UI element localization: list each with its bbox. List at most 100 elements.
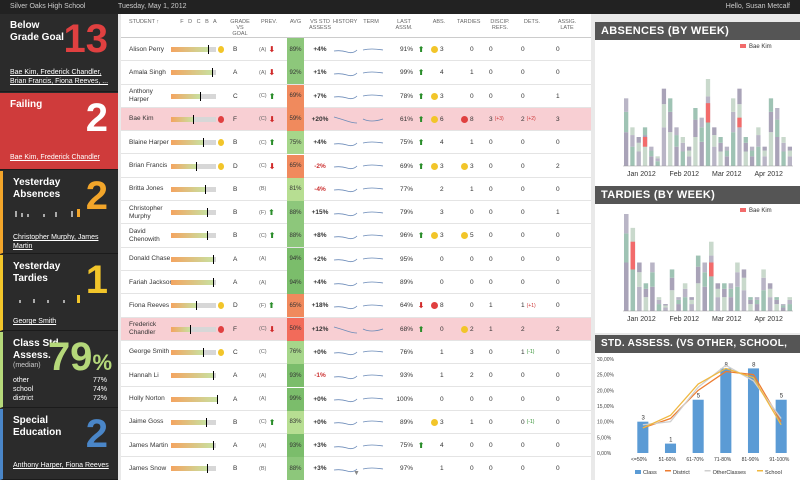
col-discip[interactable]: DISCIP. REFS. xyxy=(490,19,510,31)
week-bar-segment xyxy=(754,297,760,300)
prev-grade: (C) xyxy=(259,116,267,123)
week-bar-segment xyxy=(702,272,707,287)
week-bar-segment xyxy=(749,150,755,157)
table-row[interactable]: Hannah Li A (A) 93% -1% 93% 1 2 0 0 0 xyxy=(121,364,591,388)
scroll-down-icon[interactable]: ▼ xyxy=(353,470,360,477)
tile-special-education[interactable]: Special Education 2 Anthony Harper, Fion… xyxy=(0,409,118,480)
student-name[interactable]: Alison Perry xyxy=(129,45,165,53)
week-bar-segment xyxy=(756,127,761,136)
table-row[interactable]: Christopher Murphy B (F) ⬆ 88% +15% 79% 3… xyxy=(121,201,591,225)
tile-class-std-assess[interactable]: Class Std. Assess. (median) 79% other 77%… xyxy=(0,332,118,408)
student-name[interactable]: Hannah Li xyxy=(129,371,159,379)
table-row[interactable]: Holly Norton A (A) 99% +0% 100% 0 0 0 0 … xyxy=(121,387,591,411)
tardies-count: 1 xyxy=(470,418,474,426)
prev-up-arrow-icon: ⬆ xyxy=(268,208,275,218)
prev-grade: (F) xyxy=(259,302,267,309)
avg-cell: 69% xyxy=(287,84,304,108)
table-row[interactable]: David Chenowith B (C) ⬆ 88% +8% 96% ⬆ 3 5… xyxy=(121,224,591,248)
col-term[interactable]: TERM xyxy=(363,19,379,25)
grade-mood-indicator-icon xyxy=(217,348,224,356)
student-name[interactable]: Christopher Murphy xyxy=(129,204,163,220)
table-row[interactable]: Frederick Chandler F (C) ⬇ 50% +12% 68% ⬆… xyxy=(121,317,591,341)
prev-up-arrow-icon: ⬆ xyxy=(268,231,276,241)
current-grade: B xyxy=(233,418,238,426)
week-bar-segment xyxy=(781,142,786,152)
student-name[interactable]: David Chenowith xyxy=(129,227,160,243)
tile-below-grade-goal[interactable]: Below Grade Goal 13 Bae Kim, Frederick C… xyxy=(0,14,118,92)
student-name[interactable]: Jaime Goss xyxy=(129,418,164,426)
student-name[interactable]: James Snow xyxy=(129,464,167,472)
abs-count: 3 xyxy=(440,92,444,100)
late-count: 0 xyxy=(556,395,560,403)
table-row[interactable]: Amala Singh A (A) ⬇ 92% +1% 99% ⬆ 4 1 0 0… xyxy=(121,61,591,85)
student-name[interactable]: Blaine Harper xyxy=(129,138,169,146)
table-row[interactable]: Alison Perry B (A) ⬇ 89% +4% 91% ⬆ 3 0 0 … xyxy=(121,38,591,62)
col-last-assm[interactable]: LAST ASSM. xyxy=(395,19,413,31)
table-row[interactable]: Donald Chase A (A) 94% +2% 95% 0 0 0 0 0 xyxy=(121,247,591,271)
student-name[interactable]: Fariah Jackson xyxy=(129,278,174,286)
user-greeting[interactable]: Hello, Susan Metcalf xyxy=(725,3,790,10)
dets-count: 2 xyxy=(521,325,525,333)
student-name[interactable]: Holly Norton xyxy=(129,395,165,402)
table-row[interactable]: Bae Kim F (C) ⬇ 59% +20% 61% ⬆ 6 8 3 (+3) … xyxy=(121,107,591,132)
table-row[interactable]: Fariah Jackson A (A) 94% +4% 89% 0 0 0 0… xyxy=(121,271,591,295)
table-row[interactable]: Blaine Harper B (C) ⬆ 75% +4% 75% ⬆ 4 1 0… xyxy=(121,131,591,155)
y-tick-label: 0,00% xyxy=(597,451,612,457)
tile-count: 2 xyxy=(85,412,108,456)
col-tardies[interactable]: TARDIES xyxy=(457,19,481,25)
student-name[interactable]: Brian Francis xyxy=(129,162,168,169)
week-bar-segment xyxy=(731,98,736,112)
table-row[interactable]: Fiona Reeves D (F) ⬆ 65% +18% 64% ⬇ 8 0 1… xyxy=(121,294,591,318)
week-bar-segment xyxy=(655,156,660,159)
student-name[interactable]: Donald Chase xyxy=(129,255,171,263)
tile-failing[interactable]: Failing 2 Bae Kim, Frederick Chandler xyxy=(0,93,118,170)
tile-yesterday-tardies[interactable]: Yesterday Tardies 1 George Smith xyxy=(0,255,118,331)
student-name[interactable]: George Smith xyxy=(129,348,170,356)
tardies-sparkbars xyxy=(19,295,80,303)
col-assm-late[interactable]: ASSIG. LATE xyxy=(557,19,577,31)
tile-names[interactable]: George Smith xyxy=(13,318,57,325)
student-name[interactable]: James Martin xyxy=(129,441,169,449)
avg-cell: 50% xyxy=(287,317,304,341)
tardies-indicator-icon xyxy=(461,162,468,170)
table-row[interactable]: Brian Francis D (C) ⬇ 65% -2% 69% ⬆ 3 3 0… xyxy=(121,154,591,178)
tile-names[interactable]: Christopher Murphy, James Martin xyxy=(13,234,99,250)
student-name[interactable]: Britta Jones xyxy=(129,185,164,193)
tile-names[interactable]: Bae Kim, Frederick Chandler, Brian Franc… xyxy=(10,69,109,85)
table-row[interactable]: Anthony Harper C (C) ⬆ 69% +7% 78% ⬆ 3 0 … xyxy=(121,84,591,108)
week-bar-segment xyxy=(781,137,786,143)
col-student[interactable]: STUDENT ↑ xyxy=(129,19,160,25)
table-row[interactable]: Jaime Goss B (C) ⬆ 83% +0% 89% 3 1 0 0 (-1… xyxy=(121,410,591,435)
col-abs[interactable]: ABS. xyxy=(432,19,446,25)
col-avg[interactable]: AVG xyxy=(289,19,302,25)
table-row[interactable]: Britta Jones B (B) 81% -4% 77% 2 1 0 0 0 xyxy=(121,177,591,202)
tile-names[interactable]: Bae Kim, Frederick Chandler xyxy=(10,154,100,161)
col-vs-std[interactable]: VS STD ASSESS xyxy=(309,19,332,31)
student-name[interactable]: Amala Singh xyxy=(129,68,166,76)
student-name[interactable]: Bae Kim xyxy=(129,115,154,123)
col-grades[interactable]: F D C B A xyxy=(180,19,217,25)
tile-title: Failing xyxy=(10,99,43,110)
student-name[interactable]: Anthony Harper xyxy=(129,88,153,104)
col-prev[interactable]: PREV. xyxy=(260,19,277,25)
table-row[interactable]: James Martin A (A) 93% +3% 75% ⬆ 4 0 0 0… xyxy=(121,434,591,458)
student-name[interactable]: Frederick Chandler xyxy=(129,321,157,337)
week-bar-segment xyxy=(722,283,727,289)
current-grade: F xyxy=(233,325,237,333)
tile-yesterday-absences[interactable]: Yesterday Absences 2 Christopher Murphy,… xyxy=(0,171,118,254)
x-tick-label: Feb 2012 xyxy=(670,316,700,323)
table-row[interactable]: George Smith C (C) 76% +0% 76% 1 3 0 1 (-… xyxy=(121,340,591,365)
week-bar-segment xyxy=(649,150,654,157)
week-bar-segment xyxy=(768,98,774,112)
table-row[interactable]: James Snow B (B) 88% +3% 97% 1 0 0 0 0 xyxy=(121,457,591,480)
week-bar-segment xyxy=(761,290,766,311)
col-history[interactable]: HISTORY xyxy=(333,19,358,25)
legend-swatch-bae-kim xyxy=(740,44,746,48)
student-name[interactable]: Fiona Reeves xyxy=(129,301,170,309)
col-grade-goal[interactable]: GRADE VS GOAL xyxy=(230,19,250,37)
tile-names[interactable]: Anthony Harper, Fiona Reeves xyxy=(13,462,109,469)
grade-bar-fill xyxy=(171,443,213,449)
col-dets[interactable]: DETS. xyxy=(523,19,541,25)
tardies-count: 2 xyxy=(470,372,474,380)
history-sparkline xyxy=(333,71,384,76)
